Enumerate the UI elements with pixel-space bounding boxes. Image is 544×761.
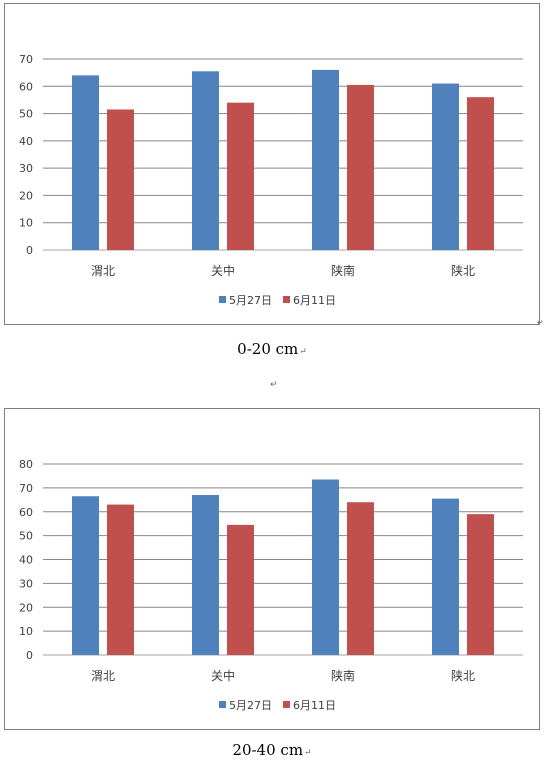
chart-2-legend-swatch xyxy=(219,701,226,708)
chart-1-category-label: 关中 xyxy=(211,263,235,278)
chart-2-bar-series1 xyxy=(192,495,219,655)
chart-2-legend-swatch xyxy=(283,701,290,708)
chart-2-bar-series2 xyxy=(227,524,254,655)
chart-2-frame: 0 10 20 30 40 50 60 70 80 渭北 关中 陕南 陕北 5月27日 6月11日 xyxy=(4,408,540,730)
chart-1-y-tick-label: 60 xyxy=(19,80,33,93)
chart-1-y-tick-label: 10 xyxy=(19,217,33,230)
chart-1-y-tick-label: 40 xyxy=(19,135,33,148)
chart-1-bar-series2 xyxy=(107,109,134,250)
chart-2-y-tick-label: 60 xyxy=(19,506,33,519)
chart-1-legend-swatch xyxy=(283,296,290,303)
chart-2-y-tick-label: 40 xyxy=(19,554,33,567)
anchor-mark: ↵ xyxy=(537,318,544,327)
chart-1-bar-series1 xyxy=(192,71,219,251)
chart-1-y-tick-label: 0 xyxy=(26,244,33,257)
chart-1: 0 10 20 30 40 50 60 70 渭北 关中 陕南 陕北 5月27日 6月11日 xyxy=(19,53,523,307)
chart-1-bar-series2 xyxy=(227,102,254,251)
chart-1-legend-swatch xyxy=(219,296,226,303)
chart-1-y-tick-label: 70 xyxy=(19,53,33,66)
caption-text: 0-20 cm xyxy=(237,340,299,358)
chart-2-category-label: 关中 xyxy=(211,668,235,683)
chart-1-y-tick-label: 30 xyxy=(19,162,33,175)
chart-1-legend-label: 5月27日 xyxy=(229,294,272,307)
chart-2-bar-series2 xyxy=(107,504,134,655)
chart-2-y-tick-label: 30 xyxy=(19,577,33,590)
paragraph-mark: ↵ xyxy=(304,748,312,758)
chart-2-category-label: 渭北 xyxy=(91,669,115,683)
chart-1-y-tick-label: 50 xyxy=(19,108,33,121)
chart-2-bar-series1 xyxy=(72,496,99,655)
chart-1-category-label: 陕南 xyxy=(331,263,355,278)
chart-2-bar-series1 xyxy=(312,479,339,655)
chart-2-y-tick-label: 20 xyxy=(19,601,33,614)
chart-1-category-label: 渭北 xyxy=(91,264,115,278)
chart-2-legend-label: 5月27日 xyxy=(229,699,272,712)
chart-1-bar-series1 xyxy=(432,83,459,250)
caption-0-20cm: 0-20 cm↵ xyxy=(0,340,544,358)
chart-1-category-label: 陕北 xyxy=(451,263,475,278)
chart-2-bar-series2 xyxy=(347,502,374,655)
chart-1-y-tick-label: 20 xyxy=(19,189,33,202)
chart-2-category-label: 陕南 xyxy=(331,668,355,683)
chart-2-legend-label: 6月11日 xyxy=(293,699,336,712)
chart-2-bar-series2 xyxy=(467,514,494,655)
chart-2-category-label: 陕北 xyxy=(451,668,475,683)
empty-paragraph-mark: ↵ xyxy=(270,380,278,390)
chart-2-y-tick-label: 0 xyxy=(26,649,33,662)
chart-2-y-tick-label: 10 xyxy=(19,625,33,638)
chart-2: 0 10 20 30 40 50 60 70 80 渭北 关中 陕南 陕北 5月27日 6月11日 xyxy=(19,458,523,712)
chart-2-y-tick-label: 80 xyxy=(19,458,33,471)
chart-1-bar-series2 xyxy=(347,84,374,251)
caption-20-40cm: 20-40 cm↵ xyxy=(0,741,544,759)
caption-text: 20-40 cm xyxy=(232,741,304,759)
chart-2-bar-series1 xyxy=(432,498,459,655)
chart-1-bar-series1 xyxy=(72,75,99,250)
chart-2-y-tick-label: 70 xyxy=(19,482,33,495)
chart-1-bar-series2 xyxy=(467,97,494,250)
chart-2-y-tick-label: 50 xyxy=(19,530,33,543)
chart-1-legend-label: 6月11日 xyxy=(293,294,336,307)
chart-1-bar-series1 xyxy=(312,69,339,251)
paragraph-mark: ↵ xyxy=(299,347,307,357)
chart-1-frame: 0 10 20 30 40 50 60 70 渭北 关中 陕南 陕北 5月27日 6月11日 xyxy=(4,3,540,325)
